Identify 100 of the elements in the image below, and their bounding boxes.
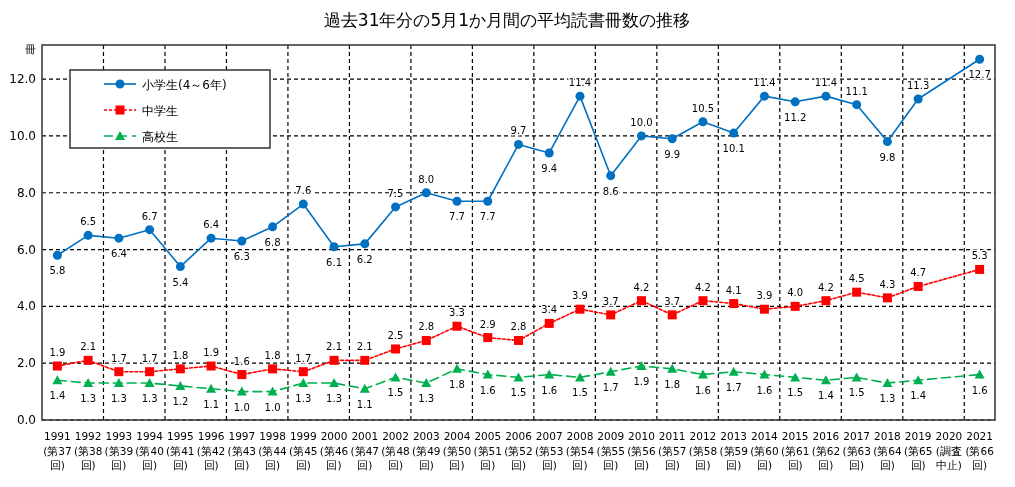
x-tick-label: 2003(第49回) <box>412 430 441 471</box>
data-label: 11.4 <box>814 77 838 89</box>
x-tick-label: 2019(第65回) <box>903 430 933 471</box>
data-label: 1.6 <box>541 384 558 396</box>
point <box>636 131 646 141</box>
data-label: 3.4 <box>541 304 558 316</box>
x-tick-label: 2010(第56回) <box>627 430 657 471</box>
data-label: 6.8 <box>264 236 281 248</box>
data-label: 1.1 <box>203 398 220 410</box>
data-label: 7.7 <box>449 211 465 223</box>
data-label: 1.3 <box>418 393 435 405</box>
point <box>514 335 523 345</box>
x-tick-label: 2021(第66回) <box>965 430 995 471</box>
point <box>790 372 801 382</box>
point <box>83 378 94 388</box>
point <box>821 296 831 306</box>
data-label: 1.1 <box>356 398 373 410</box>
point <box>298 199 308 209</box>
point <box>790 97 800 107</box>
data-label: 1.0 <box>233 401 250 413</box>
data-label: 1.4 <box>910 390 927 402</box>
data-label: 1.4 <box>817 390 834 402</box>
y-tick-label: 0.0 <box>16 413 36 427</box>
data-label: 4.2 <box>633 281 650 293</box>
data-label: 11.1 <box>845 85 868 97</box>
x-tick-label: 1998(第44回) <box>258 430 288 471</box>
data-label: 7.7 <box>479 211 496 223</box>
point <box>268 222 278 232</box>
point <box>114 367 124 377</box>
x-tick-label: 2008(第54回) <box>565 430 595 471</box>
point <box>421 378 432 388</box>
point <box>728 366 739 376</box>
y-axis-title: 冊 <box>24 43 36 56</box>
data-label: 3.9 <box>572 290 588 302</box>
point <box>52 250 62 260</box>
data-label: 1.6 <box>479 384 496 396</box>
chart-title: 過去31年分の5月1か月間の平均読書冊数の推移 <box>323 10 691 30</box>
x-tick-label: 2006(第52回) <box>504 430 533 471</box>
point <box>575 91 585 101</box>
data-label: 6.1 <box>326 256 342 268</box>
point <box>237 236 247 246</box>
data-label: 3.9 <box>756 290 773 302</box>
x-tick-label: 1991(第37回) <box>43 430 72 471</box>
x-tick-label: 1996(第42回) <box>196 430 226 471</box>
point <box>298 367 308 377</box>
point <box>145 367 155 377</box>
y-tick-label: 6.0 <box>16 242 36 257</box>
data-label: 1.7 <box>725 381 742 393</box>
x-tick-label: 1994(第40回) <box>135 430 164 471</box>
point <box>975 54 985 64</box>
point <box>852 100 862 110</box>
data-label: 5.3 <box>971 250 988 262</box>
point <box>544 148 554 158</box>
point <box>268 364 278 374</box>
point <box>667 310 677 320</box>
data-label: 10.0 <box>630 116 653 128</box>
point <box>236 386 247 396</box>
point <box>206 361 216 371</box>
data-label: 4.2 <box>817 281 834 293</box>
point <box>544 369 555 379</box>
point <box>175 380 186 390</box>
point <box>851 372 862 382</box>
data-label: 2.1 <box>326 341 342 353</box>
point <box>636 296 646 306</box>
point <box>882 378 893 388</box>
point <box>636 361 647 371</box>
x-tick-label: 2012(第58回) <box>688 430 718 471</box>
point <box>329 242 339 252</box>
point <box>329 355 339 365</box>
x-tick-label: 2016(第62回) <box>811 430 841 471</box>
point <box>421 335 431 345</box>
point <box>144 378 155 388</box>
data-label: 9.7 <box>510 125 527 137</box>
point <box>514 139 523 149</box>
point <box>513 372 524 382</box>
point <box>390 372 401 382</box>
point <box>360 355 370 365</box>
point <box>975 264 985 274</box>
point <box>821 91 831 101</box>
x-tick-label: 2015(第61回) <box>780 430 810 471</box>
point <box>298 378 309 388</box>
data-label: 12.7 <box>968 69 991 81</box>
point <box>114 233 124 243</box>
point <box>52 361 62 371</box>
data-label: 1.7 <box>602 381 619 393</box>
data-label: 4.3 <box>879 278 896 290</box>
y-tick-label: 8.0 <box>16 185 36 200</box>
legend-label: 中学生 <box>142 104 178 118</box>
data-label: 9.4 <box>541 162 558 174</box>
point <box>913 375 924 385</box>
data-label: 11.4 <box>568 77 592 89</box>
point <box>913 281 923 291</box>
data-label: 1.6 <box>971 384 988 396</box>
point <box>329 378 340 388</box>
data-label: 1.8 <box>449 378 465 390</box>
y-tick-label: 10.0 <box>9 128 36 143</box>
data-label: 1.6 <box>756 384 773 396</box>
data-label: 11.2 <box>784 111 807 123</box>
point <box>452 363 463 373</box>
data-label: 1.3 <box>80 393 97 405</box>
